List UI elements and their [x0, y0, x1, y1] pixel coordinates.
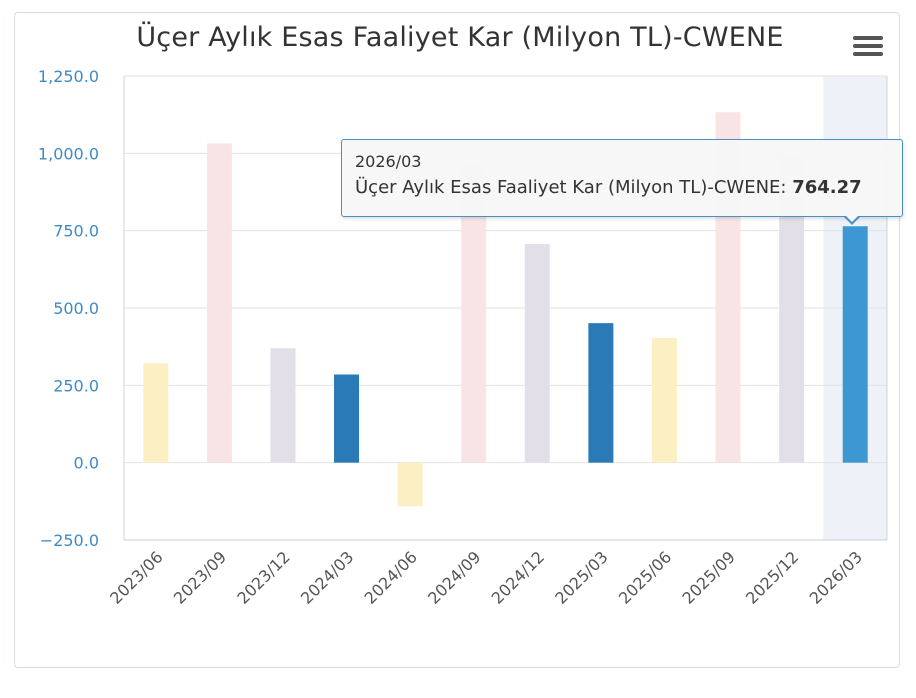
x-tick-label: 2023/09	[170, 547, 230, 607]
bar-2025-03	[588, 323, 614, 463]
x-tick-label: 2025/06	[615, 547, 675, 607]
bar-2023-06	[143, 363, 169, 463]
x-tick-label: 2024/12	[488, 547, 548, 607]
bar-2023-12	[270, 348, 296, 463]
x-tick-label: 2026/03	[806, 547, 866, 607]
x-tick-label: 2025/12	[742, 547, 802, 607]
y-tick-label: 0.0	[74, 454, 99, 473]
y-tick-label: 500.0	[53, 299, 99, 318]
bar-2026-03	[842, 226, 868, 463]
y-tick-label: 1,000.0	[38, 144, 99, 163]
bar-2024-06	[397, 462, 423, 507]
x-tick-label: 2025/09	[678, 547, 738, 607]
x-tick-label: 2025/03	[551, 547, 611, 607]
bar-2024-03	[334, 374, 360, 463]
bar-2024-12	[524, 243, 550, 463]
x-tick-label: 2023/12	[233, 547, 293, 607]
y-tick-label: 750.0	[53, 222, 99, 241]
y-tick-label: −250.0	[40, 531, 99, 550]
x-tick-label: 2024/03	[297, 547, 357, 607]
chart-card	[14, 12, 900, 668]
hamburger-menu-icon[interactable]	[853, 36, 883, 60]
tooltip-line: Üçer Aylık Esas Faaliyet Kar (Milyon TL)…	[355, 177, 902, 198]
chart-title: Üçer Aylık Esas Faaliyet Kar (Milyon TL)…	[136, 22, 784, 53]
bar-2025-06	[651, 338, 677, 463]
y-tick-label: 250.0	[53, 376, 99, 395]
bar-2023-09	[206, 143, 232, 463]
x-tick-label: 2024/09	[424, 547, 484, 607]
x-tick-label: 2024/06	[361, 547, 421, 607]
tooltip-arrow-inner	[845, 215, 859, 222]
tooltip-series-label: Üçer Aylık Esas Faaliyet Kar (Milyon TL)…	[355, 177, 793, 198]
tooltip-value: 764.27	[792, 177, 862, 198]
tooltip-date: 2026/03	[355, 152, 422, 171]
y-tick-label: 1,250.0	[38, 67, 99, 86]
x-tick-label: 2023/06	[106, 547, 166, 607]
chart-tooltip: 2026/03 Üçer Aylık Esas Faaliyet Kar (Mi…	[341, 139, 903, 217]
